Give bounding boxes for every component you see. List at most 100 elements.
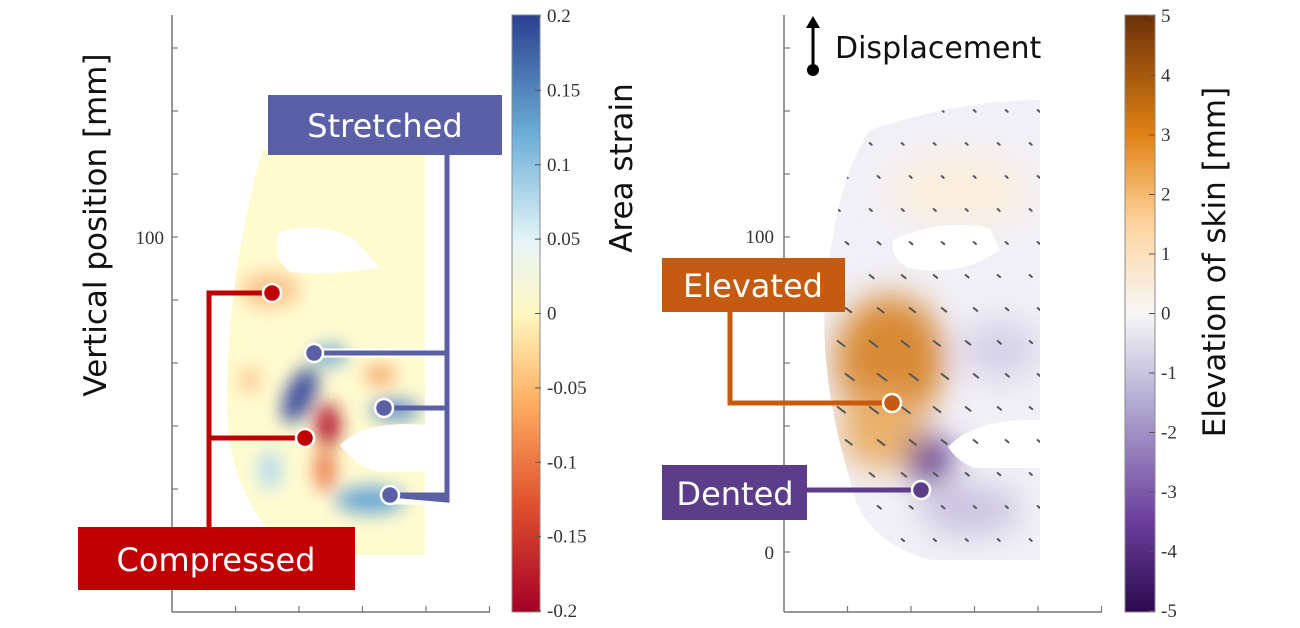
quiver-arrow bbox=[972, 505, 978, 510]
quiver-arrow bbox=[1036, 439, 1040, 444]
quiver-arrow bbox=[932, 274, 939, 279]
colorbar-tick-label: -0.15 bbox=[547, 527, 587, 548]
quiver-arrow bbox=[900, 340, 911, 348]
quiver-arrow bbox=[844, 175, 849, 179]
elevated-marker bbox=[881, 392, 903, 414]
quiver-arrow bbox=[876, 307, 885, 314]
quiver-arrow bbox=[996, 472, 1002, 477]
quiver-arrow bbox=[996, 340, 1002, 345]
quiver-arrow bbox=[1004, 241, 1009, 245]
colorbar-label-elevation: Elevation of skin [mm] bbox=[1197, 87, 1233, 437]
quiver-arrow bbox=[1036, 373, 1040, 378]
quiver-arrow bbox=[1028, 472, 1033, 476]
quiver-arrow bbox=[940, 439, 948, 445]
colorbar-tick-label: -4 bbox=[1161, 542, 1177, 563]
quiver-arrow bbox=[972, 175, 977, 179]
quiver-arrow bbox=[868, 538, 874, 543]
quiver-arrow bbox=[876, 439, 886, 447]
right-ytick-0: 0 bbox=[765, 543, 775, 564]
quiver-arrow bbox=[940, 175, 945, 179]
quiver-arrow bbox=[1028, 142, 1033, 146]
left-y-axis-label: Vertical position [mm] bbox=[78, 53, 114, 396]
quiver-arrow bbox=[940, 307, 948, 313]
quiver-arrow bbox=[908, 109, 913, 113]
quiver-arrow bbox=[1004, 505, 1009, 509]
quiver-arrow bbox=[908, 307, 917, 314]
quiver-arrow bbox=[1004, 439, 1010, 444]
quiver-arrow bbox=[900, 406, 911, 415]
quiver-arrow bbox=[836, 406, 846, 414]
callout-elevated: Elevated bbox=[662, 258, 903, 414]
quiver-arrow bbox=[1036, 109, 1040, 113]
quiver-arrow bbox=[908, 373, 919, 382]
quiver-arrow bbox=[876, 505, 882, 510]
quiver-arrow bbox=[964, 538, 969, 542]
quiver-arrow bbox=[1004, 175, 1009, 179]
quiver-arrow bbox=[964, 142, 969, 146]
colorbar-tick-label: -0.2 bbox=[547, 601, 577, 622]
stretched-marker bbox=[379, 484, 401, 506]
quiver-arrow bbox=[1028, 274, 1033, 278]
quiver-arrow bbox=[868, 406, 880, 415]
quiver-arrow bbox=[876, 175, 881, 179]
elevated-label: Elevated bbox=[683, 267, 823, 305]
displacement-legend: Displacement bbox=[806, 16, 1041, 76]
area-strain-colorbar: 0.2 0.15 0.1 0.05 0 -0.05 -0.1 -0.15 -0.2 bbox=[511, 6, 587, 622]
left-heatmap-panel: 100 Vertical position [mm] bbox=[78, 6, 640, 622]
right-heatmap-panel: 100 0 Displacement bbox=[662, 6, 1233, 622]
elevation-map bbox=[824, 100, 1040, 560]
left-ytick-100: 100 bbox=[136, 228, 165, 249]
left-y-axis: 100 bbox=[136, 15, 178, 612]
quiver-arrow bbox=[908, 175, 913, 179]
dented-marker bbox=[910, 479, 932, 501]
callout-compressed: Compressed bbox=[78, 282, 355, 590]
quiver-arrow bbox=[836, 142, 841, 146]
colorbar-tick-label: 4 bbox=[1161, 66, 1171, 87]
quiver-arrow bbox=[1028, 208, 1033, 212]
quiver-arrow bbox=[900, 472, 908, 478]
quiver-arrow bbox=[868, 274, 875, 280]
quiver-arrow bbox=[996, 208, 1001, 212]
colorbar-tick-label: -0.05 bbox=[547, 378, 587, 399]
quiver-arrow bbox=[868, 208, 873, 212]
quiver-arrow bbox=[900, 538, 906, 543]
quiver-arrow bbox=[1004, 373, 1010, 378]
quiver-arrow bbox=[908, 241, 914, 246]
callout-stretched: Stretched bbox=[268, 95, 502, 506]
colorbar-tick-label: -1 bbox=[1161, 363, 1177, 384]
quiver-arrow bbox=[844, 109, 849, 113]
displacement-legend-label: Displacement bbox=[835, 31, 1041, 66]
quiver-arrow bbox=[1004, 307, 1010, 312]
compressed-label: Compressed bbox=[117, 541, 316, 579]
colorbar-tick-label: -3 bbox=[1161, 482, 1177, 503]
colorbar-tick-label: 0.05 bbox=[547, 229, 580, 250]
quiver-arrow bbox=[972, 241, 977, 246]
quiver-arrow bbox=[1028, 538, 1033, 542]
quiver-arrow bbox=[996, 406, 1003, 411]
stretched-label: Stretched bbox=[307, 107, 462, 145]
arrow-up-icon bbox=[806, 16, 820, 28]
quiver-arrow bbox=[940, 109, 945, 113]
colorbar-tick-label: 0.1 bbox=[547, 155, 571, 176]
quiver-arrow bbox=[836, 340, 846, 348]
quiver-arrow bbox=[844, 307, 853, 314]
quiver-arrow bbox=[932, 142, 937, 146]
quiver-arrow bbox=[844, 505, 850, 510]
quiver-arrow bbox=[996, 274, 1002, 279]
quiver-arrow bbox=[972, 109, 977, 113]
quiver-arrow bbox=[996, 142, 1001, 146]
quiver-arrow bbox=[876, 373, 888, 382]
quiver-arrow bbox=[1036, 505, 1040, 509]
quiver-arrow bbox=[940, 373, 950, 380]
quiver-arrow bbox=[964, 340, 972, 346]
quiver-arrow bbox=[836, 538, 842, 543]
quiver-arrow bbox=[900, 274, 907, 280]
compressed-marker bbox=[294, 427, 316, 449]
quiver-arrow bbox=[908, 439, 917, 446]
stretched-marker bbox=[303, 342, 325, 364]
colorbar-tick-label: 3 bbox=[1161, 125, 1171, 146]
colorbar-label-area-strain: Area strain bbox=[604, 83, 640, 253]
colorbar-tick-label: 0.2 bbox=[547, 6, 571, 27]
quiver-arrow bbox=[932, 340, 941, 347]
dented-label: Dented bbox=[676, 475, 793, 513]
